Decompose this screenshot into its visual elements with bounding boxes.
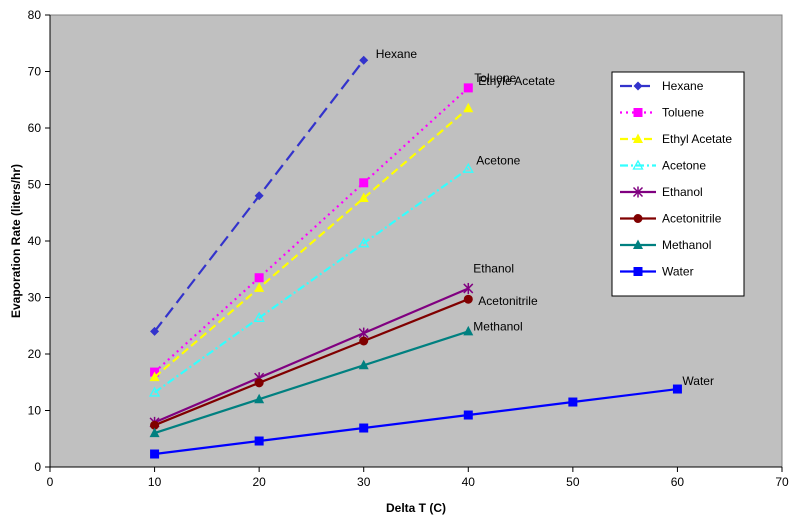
data-point-acetone xyxy=(148,386,161,397)
y-tick-label: 60 xyxy=(28,121,42,135)
data-point-methanol xyxy=(463,325,474,336)
legend-swatch-marker xyxy=(633,133,643,143)
x-axis-title: Delta T (C) xyxy=(386,501,446,515)
series-line-methanol xyxy=(154,330,469,435)
legend-swatch-marker xyxy=(632,159,644,170)
axes: 0 10 20 30 40 50 60 70 0 10 20 30 40 50 60 70 80 xyxy=(28,8,789,489)
legend-label: Toluene xyxy=(662,106,704,120)
data-point-acetone xyxy=(253,312,265,322)
legend-entry-hexane: Hexane xyxy=(620,79,704,93)
data-point-water xyxy=(359,423,369,433)
series-methanol xyxy=(149,325,474,438)
data-point-ethyl-acetate xyxy=(149,371,160,382)
series-line-ethyl-acetate xyxy=(153,107,470,379)
legend-label: Ethyl Acetate xyxy=(662,132,732,146)
series-line-toluene xyxy=(153,87,470,373)
legend-swatch-marker xyxy=(633,267,643,276)
series-line-acetonitrile xyxy=(154,298,469,427)
legend-swatch-marker xyxy=(633,108,643,117)
data-point-acetonitrile xyxy=(254,378,264,388)
y-tick-label: 30 xyxy=(28,291,42,305)
legend-entry-toluene: Toluene xyxy=(620,106,704,120)
legend-entry-acetone: Acetone xyxy=(620,159,706,173)
series-hexane xyxy=(150,55,369,336)
x-tick-label: 60 xyxy=(671,475,685,489)
data-point-methanol xyxy=(149,427,160,438)
legend-entry-methanol: Methanol xyxy=(620,238,711,252)
data-point-methanol xyxy=(358,359,369,370)
data-label-ethanol: Ethanol xyxy=(473,261,514,275)
legend-swatch-marker xyxy=(633,81,643,91)
data-point-toluene xyxy=(359,178,369,188)
legend: Hexane Toluene Ethyl Acetate Acetone Ethanol… xyxy=(611,71,745,297)
data-point-water xyxy=(150,449,160,459)
data-label-water: Water xyxy=(682,374,714,388)
series-acetone xyxy=(148,162,474,397)
y-tick-label: 20 xyxy=(28,347,42,361)
data-point-water xyxy=(568,397,578,407)
x-tick-label: 20 xyxy=(252,475,266,489)
series-acetonitrile xyxy=(150,294,473,430)
x-tick-label: 70 xyxy=(775,475,789,489)
legend-swatch-marker xyxy=(632,186,644,198)
data-point-methanol xyxy=(254,393,265,404)
data-label-toluene: Toluene xyxy=(474,71,516,85)
legend-label: Ethanol xyxy=(662,185,703,199)
data-point-water xyxy=(463,410,473,420)
x-tick-label: 40 xyxy=(462,475,476,489)
data-point-ethyl-acetate xyxy=(358,192,369,203)
x-tick-label: 10 xyxy=(148,475,162,489)
legend-entry-water: Water xyxy=(620,265,694,279)
data-label-methanol: Methanol xyxy=(473,319,522,333)
legend-swatch-marker xyxy=(633,214,643,223)
legend-label: Hexane xyxy=(662,79,704,93)
legend-swatch-marker xyxy=(633,239,643,249)
series-layer xyxy=(148,55,682,459)
data-point-ethyl-acetate xyxy=(254,282,265,292)
data-point-toluene xyxy=(463,83,473,93)
x-tick-label: 50 xyxy=(566,475,580,489)
data-label-acetone: Acetone xyxy=(476,154,520,168)
data-point-water xyxy=(672,384,682,394)
data-point-hexane xyxy=(150,326,160,336)
y-tick-label: 80 xyxy=(28,8,42,22)
data-point-hexane xyxy=(254,191,264,201)
data-point-acetonitrile xyxy=(359,336,369,346)
y-tick-label: 0 xyxy=(34,460,41,474)
series-line-acetone xyxy=(153,167,469,394)
legend-label: Water xyxy=(662,265,694,279)
data-point-acetone xyxy=(358,237,370,248)
legend-label: Acetone xyxy=(662,159,706,173)
series-water xyxy=(150,384,682,459)
y-tick-label: 40 xyxy=(28,234,42,248)
series-line-ethanol xyxy=(154,287,469,424)
legend-label: Methanol xyxy=(662,238,711,252)
series-ethyl-acetate xyxy=(149,102,474,382)
data-point-ethanol xyxy=(463,282,474,294)
x-tick-label: 0 xyxy=(47,475,54,489)
series-line-water xyxy=(154,387,678,456)
y-axis-title: Evaporation Rate (liters/hr) xyxy=(9,164,23,318)
data-point-toluene xyxy=(254,273,264,283)
data-point-acetonitrile xyxy=(463,294,473,304)
x-tick-label: 30 xyxy=(357,475,371,489)
data-point-ethyl-acetate xyxy=(463,102,474,113)
y-tick-label: 10 xyxy=(28,404,42,418)
legend-entry-ethyl-acetate: Ethyl Acetate xyxy=(620,132,732,146)
data-point-acetonitrile xyxy=(150,420,160,430)
legend-entry-acetonitrile: Acetonitrile xyxy=(620,212,722,226)
data-point-hexane xyxy=(359,55,369,65)
legend-label: Acetonitrile xyxy=(662,212,722,226)
data-label-hexane: Hexane xyxy=(376,47,418,61)
y-tick-label: 70 xyxy=(28,65,42,79)
legend-entry-ethanol: Ethanol xyxy=(620,185,703,199)
data-point-acetone xyxy=(462,162,474,173)
data-label-acetonitrile: Acetonitrile xyxy=(478,294,538,308)
y-tick-label: 50 xyxy=(28,178,42,192)
data-label-ethyl-acetate: Ethyle Acetate xyxy=(478,74,555,88)
data-point-water xyxy=(254,436,264,446)
